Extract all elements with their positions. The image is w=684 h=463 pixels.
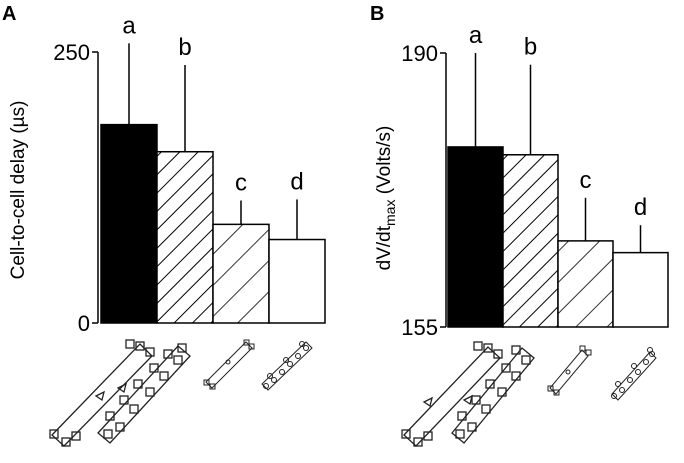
bar-annotation-b: b [178,34,191,61]
bar-annotation-c: c [235,170,247,197]
bar-c [558,241,613,327]
bar-d [269,240,325,323]
y-tick-label: 0 [78,311,90,336]
y-tick-label: 155 [401,315,438,340]
y-axis-title-b-sub: max [382,200,398,226]
bar-b [157,152,213,323]
bar-d [613,253,668,327]
cell-icons-b [402,342,656,446]
bar-a [448,147,503,327]
y-axis-title-b: dV/dtmax (Volts/s) [374,126,398,271]
elongated-cell-pair-icon [50,340,190,446]
elongated-cell-pair-icon [402,342,534,446]
bar-annotation-d: d [290,168,303,195]
short-cell-circles-icon [262,342,312,391]
short-cell-icon [548,346,591,395]
y-axis-title-b-main: dV/dt [374,225,395,270]
bar-b [503,155,558,327]
bar-a [101,125,157,323]
bar-annotation-a: a [122,12,136,39]
bar-annotation-a: a [469,22,483,49]
panel-label-a: A [2,3,16,25]
short-cell-circles-icon [612,348,657,401]
y-axis-title-a: Cell-to-cell delay (µs) [8,101,29,280]
bar-annotation-c: c [580,167,592,194]
short-cell-icon [204,340,254,389]
panel-a: A Cell-to-cell delay (µs) a b c d 0 250 [2,3,325,446]
y-axis-title-b-unit: (Volts/s) [374,126,395,195]
y-tick-label: 190 [401,41,438,66]
y-tick-label: 250 [53,40,90,65]
bar-c [213,224,269,323]
bar-annotation-d: d [634,194,647,221]
plot-b: a b c d 155 190 [401,22,668,340]
bar-annotation-b: b [524,34,537,61]
panel-b: B dV/dtmax (Volts/s) a b c d 155 190 [370,3,668,446]
plot-a: a b c d 0 250 [53,12,325,336]
panel-label-b: B [370,3,384,25]
cell-icons-a [50,340,312,446]
